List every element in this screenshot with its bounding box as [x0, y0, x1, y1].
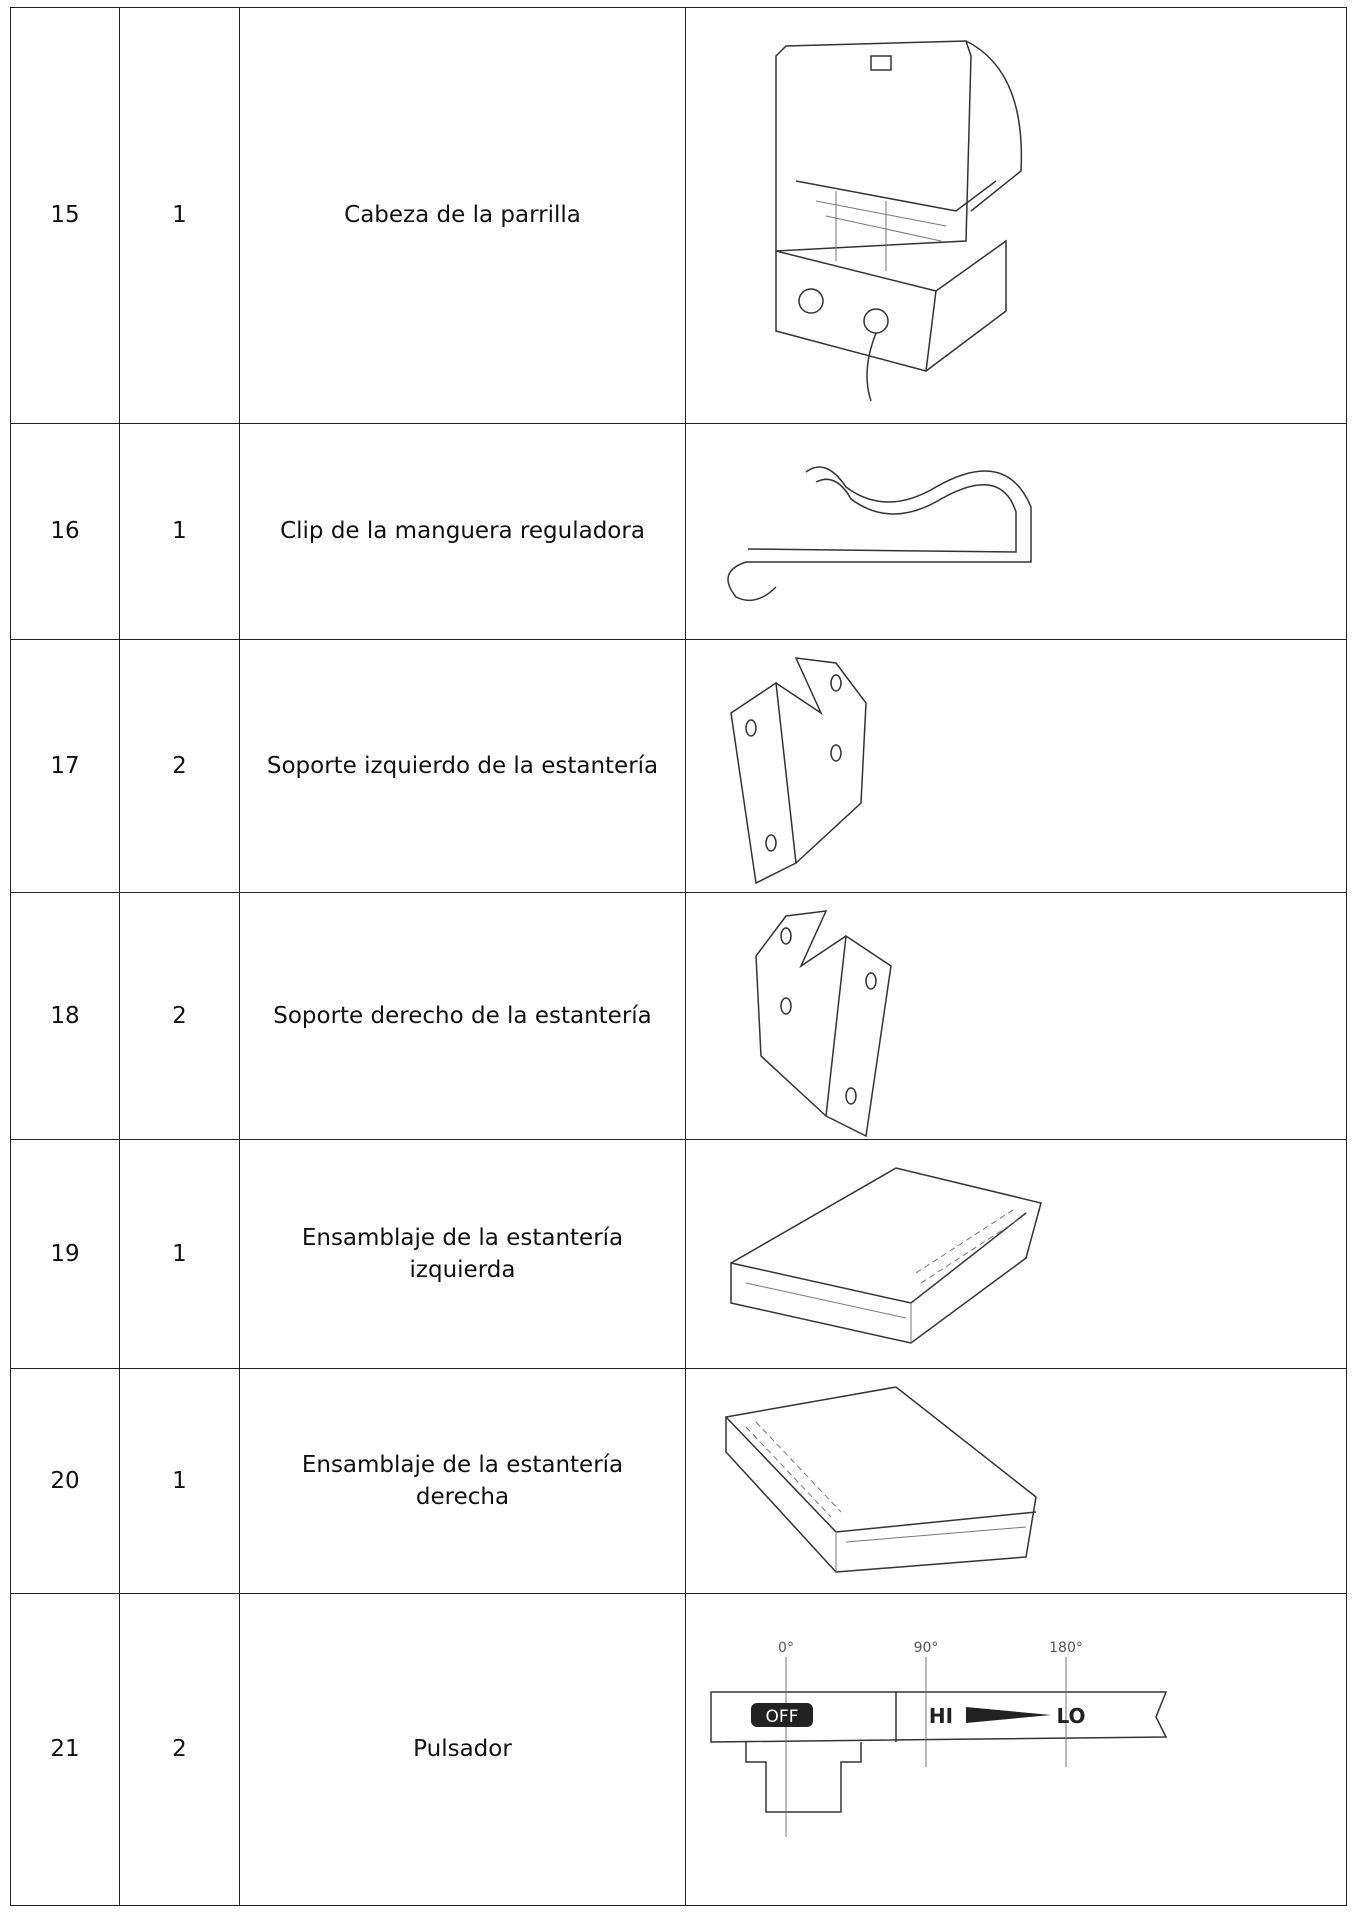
quantity: 1 [119, 7, 240, 424]
grill-head-drawing [775, 39, 1023, 401]
row: 19 1 Ensamblaje de la estantería izquier… [10, 1139, 1347, 1369]
quantity: 1 [119, 1368, 240, 1594]
part-number: 19 [10, 1139, 120, 1369]
left-shelf-drawing [730, 1166, 1042, 1344]
image-cell [685, 423, 1347, 640]
image-cell [685, 7, 1347, 424]
quantity: 1 [119, 1139, 240, 1369]
description: Pulsador [239, 1593, 686, 1906]
right-bracket-drawing [755, 909, 892, 1137]
quantity: 1 [119, 423, 240, 640]
row: 18 2 Soporte derecho de la estantería [10, 892, 1347, 1140]
hi-label: HI [929, 1704, 953, 1728]
image-cell: 0° 90° 180° OFF HI LO [685, 1593, 1347, 1906]
part-number: 17 [10, 639, 120, 893]
angle-label: 0° [778, 1640, 794, 1656]
part-number: 21 [10, 1593, 120, 1906]
row: 21 2 Pulsador 0° 90° 180° OFF HI LO [10, 1593, 1347, 1906]
description: Soporte derecho de la estantería [239, 892, 686, 1140]
lo-label: LO [1056, 1704, 1085, 1728]
row: 16 1 Clip de la manguera reguladora [10, 423, 1347, 640]
part-number: 18 [10, 892, 120, 1140]
part-number: 16 [10, 423, 120, 640]
quantity: 2 [119, 892, 240, 1140]
row: 17 2 Soporte izquierdo de la estantería [10, 639, 1347, 893]
quantity: 2 [119, 639, 240, 893]
part-number: 15 [10, 7, 120, 424]
description: Ensamblaje de la estantería izquierda [239, 1139, 686, 1369]
angle-label: 180° [1049, 1640, 1083, 1656]
quantity: 2 [119, 1593, 240, 1906]
hose-clip-drawing [727, 465, 1032, 601]
row: 20 1 Ensamblaje de la estantería derecha [10, 1368, 1347, 1594]
description: Ensamblaje de la estantería derecha [239, 1368, 686, 1594]
description: Clip de la manguera reguladora [239, 423, 686, 640]
right-shelf-drawing [725, 1385, 1037, 1573]
image-cell [685, 639, 1347, 893]
row: 15 1 Cabeza de la parrilla [10, 7, 1347, 424]
description: Soporte izquierdo de la estantería [239, 639, 686, 893]
description: Cabeza de la parrilla [239, 7, 686, 424]
parts-table: 15 1 Cabeza de la parrilla 16 1 Clip de … [10, 7, 1347, 1906]
angle-label: 90° [914, 1640, 939, 1656]
left-bracket-drawing [730, 656, 867, 884]
image-cell [685, 892, 1347, 1140]
image-cell [685, 1139, 1347, 1369]
off-label: OFF [766, 1707, 799, 1727]
part-number: 20 [10, 1368, 120, 1594]
image-cell [685, 1368, 1347, 1594]
knob-drawing: 0° 90° 180° OFF HI LO [710, 1640, 1168, 1837]
